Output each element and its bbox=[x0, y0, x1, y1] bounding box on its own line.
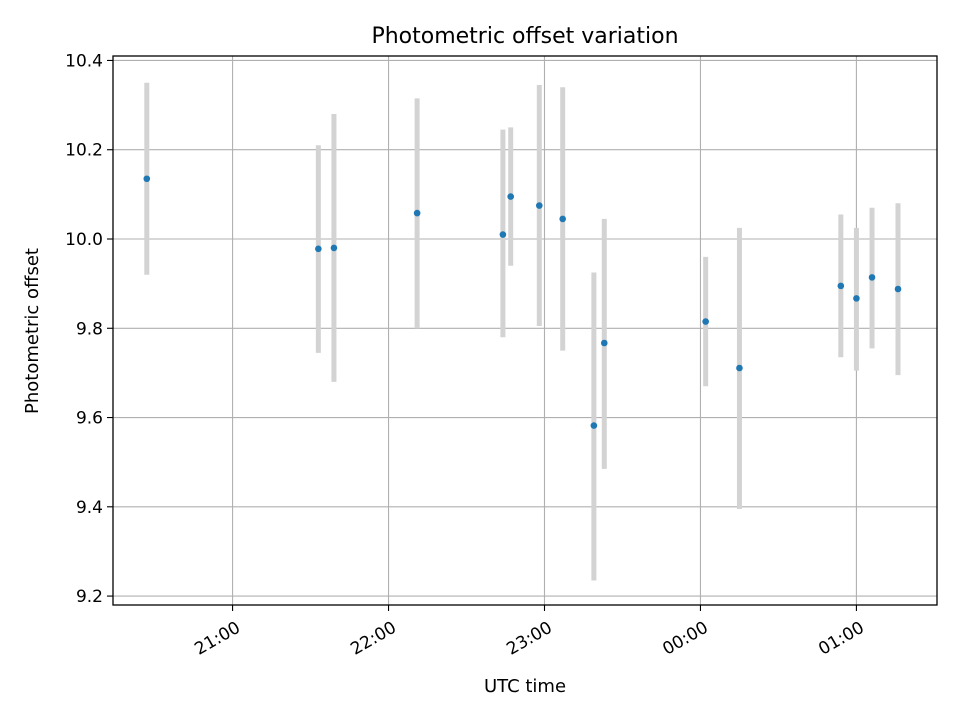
y-axis-label: Photometric offset bbox=[22, 248, 43, 414]
x-axis-label: UTC time bbox=[484, 676, 566, 697]
chart-title: Photometric offset variation bbox=[371, 24, 678, 49]
data-point bbox=[600, 339, 608, 347]
y-tick-label: 9.8 bbox=[76, 319, 103, 339]
data-point bbox=[590, 422, 598, 429]
y-tick-label: 10.2 bbox=[65, 141, 103, 161]
y-tick-label: 10.4 bbox=[65, 51, 103, 71]
data-point bbox=[330, 244, 338, 252]
y-tick-label: 9.4 bbox=[76, 498, 103, 518]
data-point bbox=[143, 175, 151, 183]
plot-frame bbox=[112, 55, 938, 606]
data-point bbox=[499, 231, 507, 238]
y-tick-label: 9.2 bbox=[76, 587, 103, 607]
data-point bbox=[559, 215, 566, 223]
data-point bbox=[853, 295, 860, 302]
y-tick-label: 9.6 bbox=[76, 409, 103, 429]
data-point bbox=[837, 282, 845, 290]
data-point bbox=[736, 364, 743, 372]
data-point bbox=[413, 209, 421, 217]
data-point bbox=[535, 202, 543, 209]
data-point bbox=[894, 285, 902, 293]
data-point bbox=[315, 245, 322, 253]
data-point bbox=[702, 318, 709, 325]
data-points bbox=[143, 175, 902, 429]
y-tick-label: 10.0 bbox=[65, 230, 103, 250]
data-point bbox=[868, 274, 876, 281]
data-point bbox=[507, 193, 515, 200]
